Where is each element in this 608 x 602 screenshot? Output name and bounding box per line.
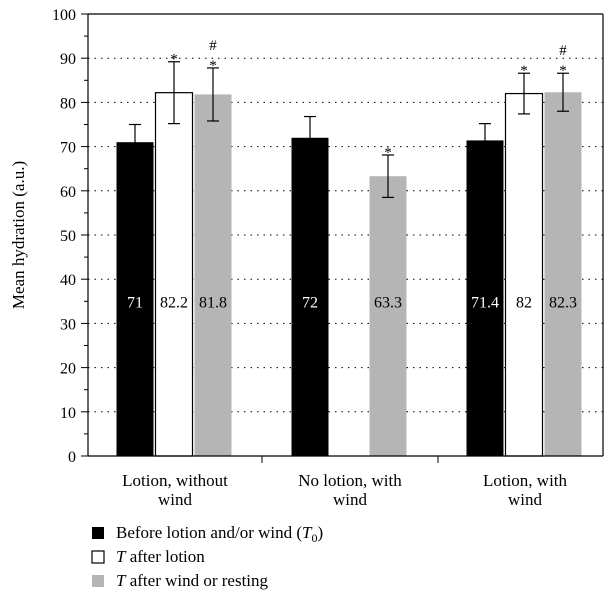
x-category-label: Lotion, without <box>122 471 228 490</box>
y-tick-label: 100 <box>52 7 76 24</box>
significance-hash: # <box>559 43 567 59</box>
data-label: 82.3 <box>549 294 577 311</box>
significance-hash: # <box>209 38 217 54</box>
legend-entry: Before lotion and/or wind (T0) <box>116 523 323 545</box>
data-label: 71 <box>127 294 143 311</box>
legend-entry: T after wind or resting <box>116 571 269 590</box>
data-label: 81.8 <box>199 294 227 311</box>
bar <box>194 94 232 456</box>
y-tick-label: 0 <box>68 449 76 466</box>
x-category-label: wind <box>158 490 193 509</box>
legend-swatch <box>92 575 104 587</box>
bar <box>504 92 544 457</box>
bars: 71 * 82.2 # * 81.8 72 * 63.3 71.4 * 82 # * 82.3 <box>116 38 582 457</box>
legend-swatch <box>91 550 105 564</box>
bar <box>116 142 154 456</box>
significance-star: * <box>170 52 178 68</box>
legend-swatch <box>92 527 104 539</box>
y-tick-label: 90 <box>60 51 76 68</box>
x-category-label: wind <box>508 490 543 509</box>
data-label: 63.3 <box>374 294 402 311</box>
x-category-label: Lotion, with <box>483 471 568 490</box>
data-label: 82.2 <box>160 294 188 311</box>
significance-star: * <box>559 63 567 79</box>
x-category-label: wind <box>333 490 368 509</box>
significance-star: * <box>209 58 217 74</box>
y-tick-label: 50 <box>60 228 76 245</box>
y-tick-label: 40 <box>60 272 76 289</box>
y-tick-label: 60 <box>60 184 76 201</box>
data-label: 82 <box>516 294 532 311</box>
y-tick-label: 20 <box>60 361 76 378</box>
bar <box>369 176 407 457</box>
bar <box>544 92 582 456</box>
data-label: 71.4 <box>471 294 499 311</box>
legend: Before lotion and/or wind (T0) T after lo… <box>91 523 323 590</box>
legend-entry: T after lotion <box>116 547 205 566</box>
bar <box>466 140 504 457</box>
y-tick-label: 10 <box>60 405 76 422</box>
x-category-label: No lotion, with <box>298 471 402 490</box>
bar <box>154 92 194 457</box>
y-tick-label: 30 <box>60 316 76 333</box>
y-tick-label: 70 <box>60 140 76 157</box>
significance-star: * <box>520 63 528 79</box>
y-axis-title-group: Mean hydration (a.u.) <box>9 161 28 309</box>
bar <box>291 137 329 456</box>
significance-star: * <box>384 145 392 161</box>
data-label: 72 <box>302 294 318 311</box>
y-axis-title: Mean hydration (a.u.) <box>9 161 28 309</box>
y-tick-label: 80 <box>60 95 76 112</box>
